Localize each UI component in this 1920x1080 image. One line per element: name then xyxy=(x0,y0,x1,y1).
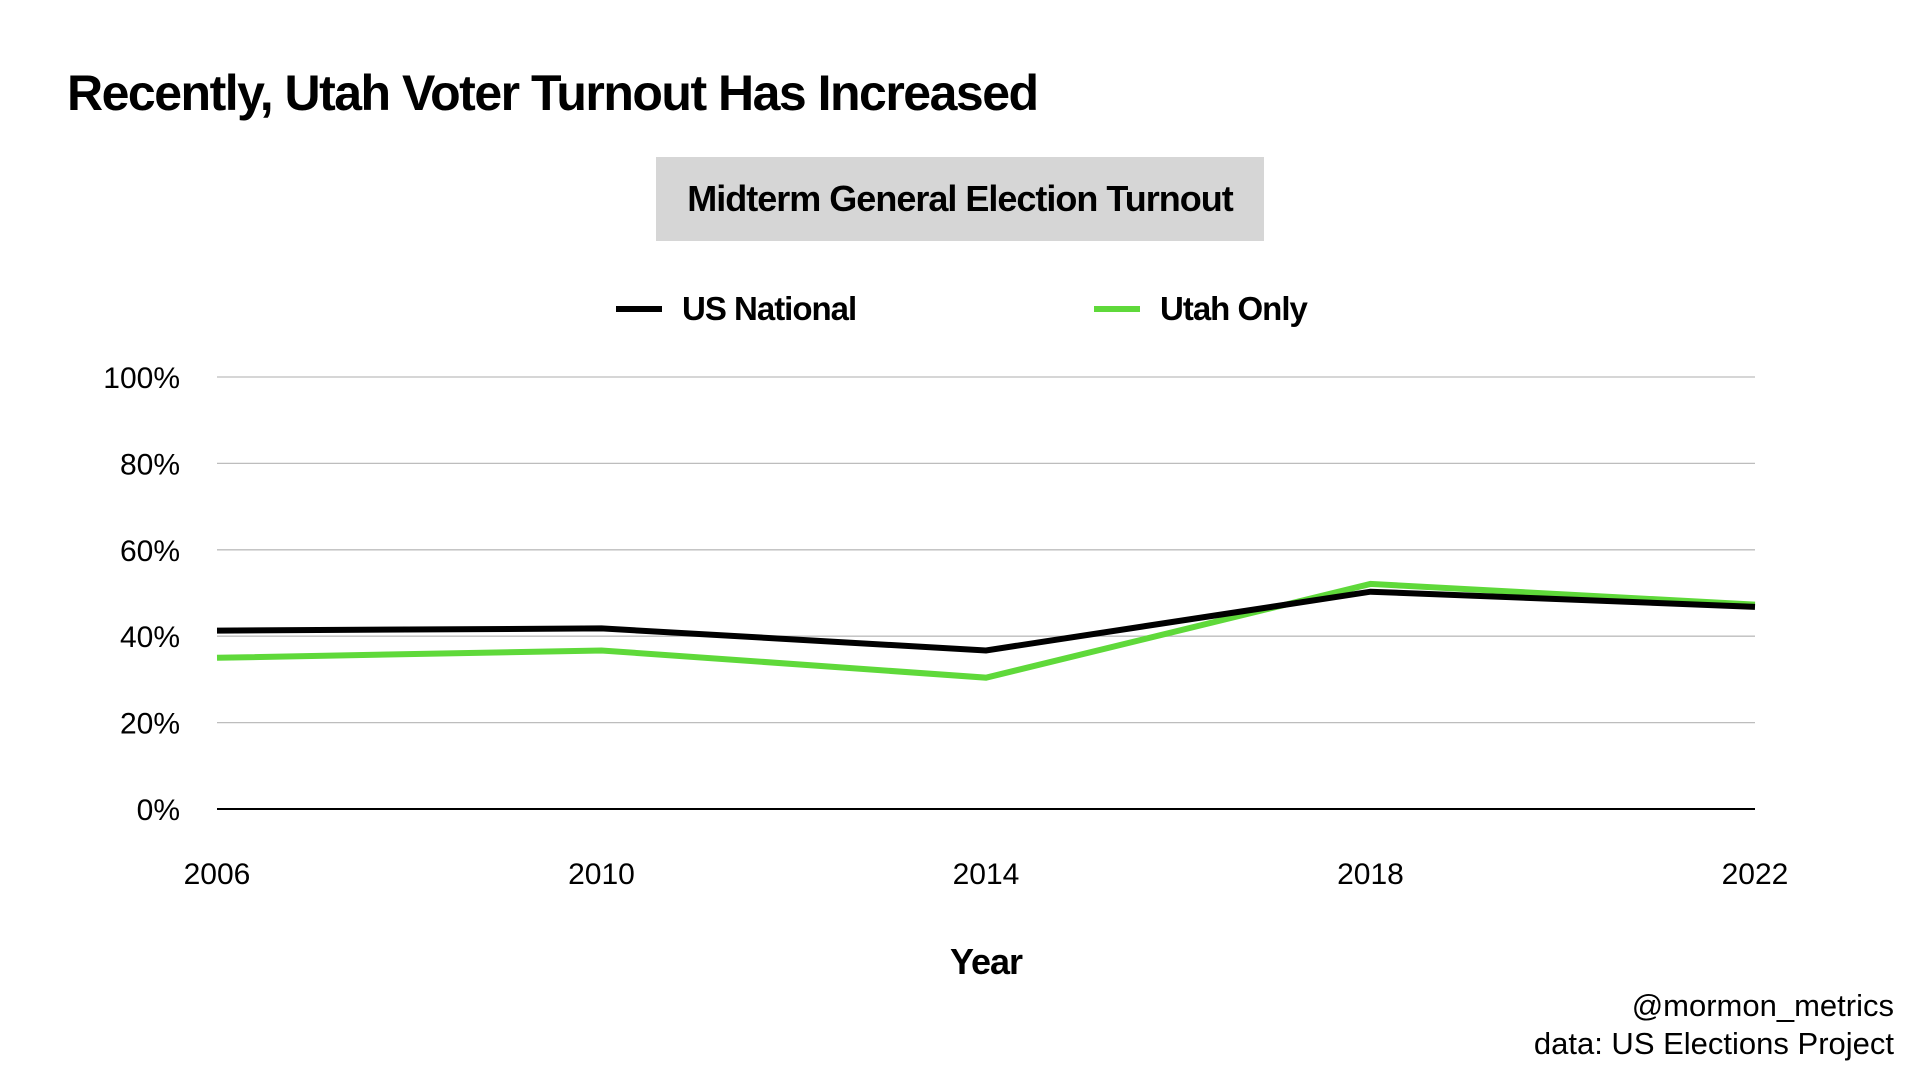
y-tick-label: 100% xyxy=(103,362,180,395)
page-title: Recently, Utah Voter Turnout Has Increas… xyxy=(67,65,1039,121)
y-tick-label: 20% xyxy=(120,708,180,741)
x-tick-label: 2022 xyxy=(1722,858,1789,891)
legend-item-us-national: US National xyxy=(616,290,857,328)
x-tick-label: 2018 xyxy=(1337,858,1404,891)
credit-source: data: US Elections Project xyxy=(1533,1026,1894,1061)
y-tick-label: 60% xyxy=(120,535,180,568)
legend-item-utah-only: Utah Only xyxy=(1094,290,1308,328)
x-axis-label: Year xyxy=(950,941,1023,982)
x-tick-label: 2014 xyxy=(953,858,1020,891)
x-tick-label: 2010 xyxy=(568,858,635,891)
y-tick-label: 0% xyxy=(137,794,180,827)
legend-swatch-utah-only xyxy=(1094,306,1140,312)
legend-label: US National xyxy=(682,290,857,327)
chart-title: Midterm General Election Turnout xyxy=(656,157,1264,241)
legend-swatch-us-national xyxy=(616,306,662,312)
series-line-utah-only xyxy=(216,580,1756,681)
credit-handle: @mormon_metrics xyxy=(1631,988,1894,1023)
x-tick-label: 2006 xyxy=(184,858,251,891)
series-line-us-national xyxy=(216,588,1756,654)
y-tick-label: 80% xyxy=(120,448,180,481)
y-tick-label: 40% xyxy=(120,621,180,654)
legend-label: Utah Only xyxy=(1160,290,1308,327)
